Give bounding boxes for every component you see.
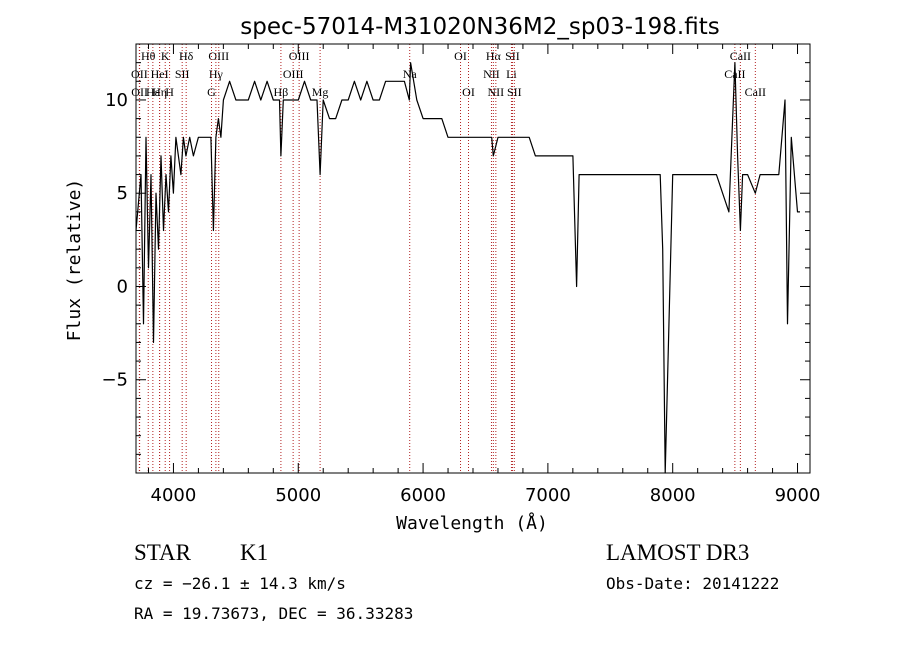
y-axis-label: Flux (relative) xyxy=(64,179,85,342)
marker-label-8: SII xyxy=(175,67,190,81)
marker-label-12: G xyxy=(207,85,216,99)
marker-label-22: NII xyxy=(488,85,505,99)
y-tick-label-1: 0 xyxy=(117,276,128,297)
marker-label-16: Mg xyxy=(312,85,329,99)
y-tick-label-3: 10 xyxy=(105,90,128,111)
marker-label-26: CaII xyxy=(730,49,751,63)
marker-label-0: Hθ xyxy=(141,49,156,63)
x-axis-label: Wavelength (Å) xyxy=(396,512,548,534)
x-tick-label-4: 8000 xyxy=(650,485,696,506)
plot-frame xyxy=(135,43,811,474)
marker-label-11: Hγ xyxy=(209,67,224,81)
x-tick-label-2: 6000 xyxy=(400,485,446,506)
x-tick-label-0: 4000 xyxy=(151,485,197,506)
survey-name: LAMOST DR3 xyxy=(606,540,749,565)
marker-label-6: Hη xyxy=(152,85,167,99)
chart-title: spec-57014-M31020N36M2_sp03-198.fits xyxy=(240,14,719,40)
spectrum-series xyxy=(135,62,800,474)
axes: 4000 5000 6000 7000 8000 9000 −5 0 5 10 xyxy=(101,43,821,506)
marker-label-13: OIII xyxy=(289,49,310,63)
marker-label-10: OIII xyxy=(208,49,229,63)
marker-label-23: SII xyxy=(505,49,520,63)
x-tick-label-3: 7000 xyxy=(525,485,571,506)
marker-label-7: H xyxy=(165,85,174,99)
object-class: STAR xyxy=(134,540,192,565)
marker-label-14: OIII xyxy=(283,67,304,81)
y-tick-label-2: 5 xyxy=(117,183,128,204)
y-tick-label-0: −5 xyxy=(101,370,128,391)
marker-label-24: Li xyxy=(506,67,517,81)
observation-date: Obs-Date: 20141222 xyxy=(606,574,779,593)
x-tick-label-1: 5000 xyxy=(275,485,321,506)
marker-label-2: OII xyxy=(131,85,148,99)
marker-label-28: CaII xyxy=(745,85,766,99)
spectrum-line xyxy=(135,62,800,474)
marker-label-4: K xyxy=(161,49,170,63)
marker-label-3: Hε xyxy=(146,85,160,99)
x-tick-label-5: 9000 xyxy=(775,485,821,506)
marker-label-18: OI xyxy=(454,49,467,63)
marker-label-20: Hα xyxy=(486,49,502,63)
redshift-cz: cz = −26.1 ± 14.3 km/s xyxy=(134,574,346,593)
marker-label-19: OI xyxy=(462,85,475,99)
marker-label-25: SII xyxy=(507,85,522,99)
marker-label-21: NII xyxy=(483,67,500,81)
coordinates: RA = 19.73673, DEC = 36.33283 xyxy=(134,604,413,623)
marker-label-15: Hβ xyxy=(274,85,289,99)
object-subclass: K1 xyxy=(240,540,268,565)
marker-label-9: Hδ xyxy=(179,49,194,63)
